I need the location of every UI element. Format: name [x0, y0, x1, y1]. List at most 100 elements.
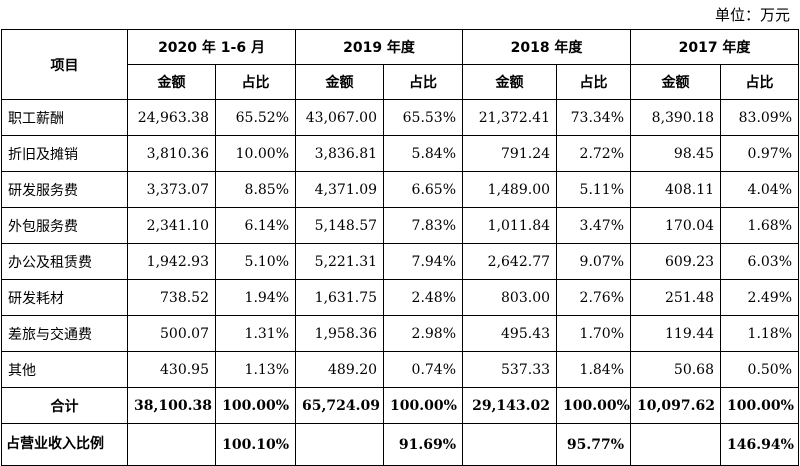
amount-cell: 738.52	[127, 279, 216, 316]
amount-cell: 3,836.81	[295, 135, 385, 172]
row-label: 外包服务费	[1, 207, 128, 244]
ratio-cell: 100.00%	[383, 387, 464, 424]
amount-cell: 5,221.31	[295, 243, 385, 280]
table-row: 研发耗材 738.52 1.94% 1,631.75 2.48% 803.00 2.76% 2…	[1, 279, 800, 316]
amount-cell	[127, 423, 216, 466]
row-label: 研发耗材	[1, 279, 128, 316]
expense-table: 项目 2020 年 1-6 月 2019 年度 2018 年度 2017 年度 …	[1, 29, 800, 466]
row-label: 折旧及摊销	[1, 135, 128, 172]
amount-header: 金额	[630, 64, 722, 100]
amount-cell: 251.48	[630, 279, 722, 316]
ratio-cell: 100.10%	[214, 423, 297, 466]
period-header: 2018 年度	[462, 29, 632, 65]
ratio-cell: 2.76%	[556, 279, 632, 316]
amount-cell: 170.04	[630, 207, 722, 244]
amount-cell: 1,942.93	[127, 243, 216, 280]
ratio-cell: 6.03%	[720, 243, 800, 280]
ratio-cell: 2.49%	[720, 279, 800, 316]
ratio-header: 占比	[720, 64, 800, 100]
ratio-cell: 2.48%	[383, 279, 464, 316]
amount-cell: 38,100.38	[127, 387, 216, 424]
row-label: 合计	[1, 387, 128, 424]
total-row: 合计 38,100.38 100.00% 65,724.09 100.00% 29,143…	[1, 387, 800, 424]
ratio-cell: 10.00%	[214, 135, 297, 172]
ratio-cell: 91.69%	[383, 423, 464, 466]
ratio-cell: 5.11%	[556, 171, 632, 208]
ratio-cell: 1.13%	[214, 351, 297, 388]
amount-cell: 4,371.09	[295, 171, 385, 208]
amount-cell: 5,148.57	[295, 207, 385, 244]
amount-cell: 489.20	[295, 351, 385, 388]
amount-cell: 3,810.36	[127, 135, 216, 172]
amount-cell: 495.43	[462, 315, 558, 352]
table-row: 职工薪酬 24,963.38 65.52% 43,067.00 65.53% 21,372…	[1, 99, 800, 136]
ratio-cell: 1.18%	[720, 315, 800, 352]
ratio-cell: 100.00%	[214, 387, 297, 424]
row-label: 差旅与交通费	[1, 315, 128, 352]
amount-cell: 119.44	[630, 315, 722, 352]
amount-cell: 1,958.36	[295, 315, 385, 352]
amount-cell: 2,642.77	[462, 243, 558, 280]
ratio-cell: 4.04%	[720, 171, 800, 208]
ratio-cell: 0.50%	[720, 351, 800, 388]
ratio-cell: 2.72%	[556, 135, 632, 172]
period-header: 2017 年度	[630, 29, 800, 65]
amount-header: 金额	[462, 64, 558, 100]
ratio-header: 占比	[383, 64, 464, 100]
amount-cell: 8,390.18	[630, 99, 722, 136]
amount-cell: 98.45	[630, 135, 722, 172]
amount-cell: 609.23	[630, 243, 722, 280]
ratio-cell: 73.34%	[556, 99, 632, 136]
revenue-ratio-row: 占营业收入比例 100.10% 91.69% 95.77% 146.94%	[1, 423, 800, 466]
ratio-cell: 100.00%	[720, 387, 800, 424]
amount-cell: 43,067.00	[295, 99, 385, 136]
ratio-cell: 7.94%	[383, 243, 464, 280]
amount-cell: 791.24	[462, 135, 558, 172]
header-row-periods: 项目 2020 年 1-6 月 2019 年度 2018 年度 2017 年度	[1, 29, 800, 100]
table-row: 外包服务费 2,341.10 6.14% 5,148.57 7.83% 1,011.84 3…	[1, 207, 800, 244]
header-row-columns: 金额 占比 金额 占比 金额 占比 金额 占比	[2, 64, 800, 100]
ratio-cell: 146.94%	[720, 423, 800, 466]
amount-cell: 1,011.84	[462, 207, 558, 244]
amount-cell: 65,724.09	[295, 387, 385, 424]
amount-cell: 1,631.75	[295, 279, 385, 316]
amount-cell: 537.33	[462, 351, 558, 388]
ratio-cell: 0.74%	[383, 351, 464, 388]
period-header: 2020 年 1-6 月	[126, 29, 297, 65]
ratio-cell: 1.31%	[214, 315, 297, 352]
ratio-cell: 100.00%	[556, 387, 632, 424]
ratio-cell: 65.52%	[214, 99, 297, 136]
unit-label: 单位：万元	[714, 6, 790, 24]
amount-cell: 2,341.10	[127, 207, 216, 244]
row-label: 办公及租赁费	[1, 243, 128, 280]
table-row: 研发服务费 3,373.07 8.85% 4,371.09 6.65% 1,489.00 5…	[1, 171, 800, 208]
amount-cell	[462, 423, 558, 466]
ratio-cell: 95.77%	[556, 423, 632, 466]
ratio-cell: 6.14%	[214, 207, 297, 244]
table-row: 差旅与交通费 500.07 1.31% 1,958.36 2.98% 495.43 1.70…	[1, 315, 800, 352]
ratio-cell: 9.07%	[556, 243, 632, 280]
ratio-cell: 1.68%	[720, 207, 800, 244]
ratio-cell: 1.94%	[214, 279, 297, 316]
ratio-cell: 0.97%	[720, 135, 800, 172]
ratio-cell: 1.84%	[556, 351, 632, 388]
amount-cell: 21,372.41	[462, 99, 558, 136]
amount-cell: 500.07	[127, 315, 216, 352]
amount-cell: 24,963.38	[127, 99, 216, 136]
amount-header: 金额	[295, 64, 385, 100]
ratio-cell: 65.53%	[383, 99, 464, 136]
table-row: 其他 430.95 1.13% 489.20 0.74% 537.33 1.84% 50.68…	[1, 351, 800, 388]
ratio-cell: 1.70%	[556, 315, 632, 352]
ratio-cell: 2.98%	[383, 315, 464, 352]
ratio-cell: 83.09%	[720, 99, 800, 136]
table-row: 折旧及摊销 3,810.36 10.00% 3,836.81 5.84% 791.24 2.…	[1, 135, 800, 172]
ratio-cell: 6.65%	[383, 171, 464, 208]
amount-cell	[630, 423, 722, 466]
amount-cell: 50.68	[630, 351, 722, 388]
row-label: 研发服务费	[1, 171, 128, 208]
row-label: 占营业收入比例	[1, 423, 128, 466]
amount-cell: 29,143.02	[462, 387, 558, 424]
row-label: 职工薪酬	[1, 99, 128, 136]
ratio-header: 占比	[556, 64, 632, 100]
amount-cell: 430.95	[127, 351, 216, 388]
